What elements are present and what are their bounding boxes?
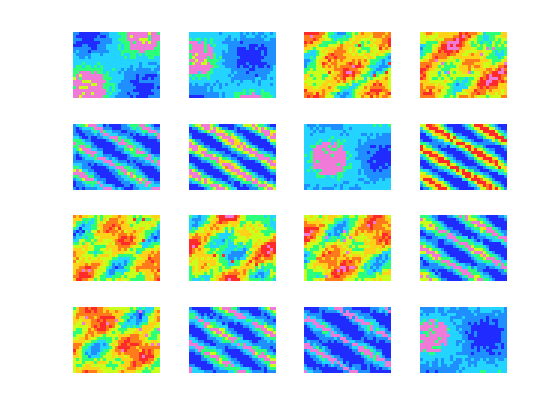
heatmap-panel-r2-c1: [73, 124, 160, 190]
heatmap-image: [304, 215, 391, 281]
heatmap-panel-r3-c2: [189, 215, 276, 281]
heatmap-panel-r3-c4: [420, 215, 507, 281]
heatmap-panel-r2-c3: [304, 124, 391, 190]
heatmap-image: [73, 124, 160, 190]
heatmap-image: [73, 32, 160, 98]
heatmap-image: [189, 124, 276, 190]
heatmap-image: [420, 307, 507, 373]
heatmap-panel-r4-c3: [304, 307, 391, 373]
heatmap-image: [304, 307, 391, 373]
heatmap-image: [304, 32, 391, 98]
heatmap-panel-r1-c4: [420, 32, 507, 98]
heatmap-image: [420, 124, 507, 190]
heatmap-image: [304, 124, 391, 190]
heatmap-image: [189, 215, 276, 281]
heatmap-panel-r3-c1: [73, 215, 160, 281]
heatmap-panel-r3-c3: [304, 215, 391, 281]
heatmap-image: [189, 307, 276, 373]
heatmap-panel-r4-c4: [420, 307, 507, 373]
heatmap-panel-r1-c2: [189, 32, 276, 98]
heatmap-panel-r2-c2: [189, 124, 276, 190]
heatmap-image: [420, 32, 507, 98]
heatmap-panel-r4-c2: [189, 307, 276, 373]
heatmap-panel-r2-c4: [420, 124, 507, 190]
heatmap-panel-r1-c3: [304, 32, 391, 98]
heatmap-panel-r4-c1: [73, 307, 160, 373]
heatmap-image: [73, 307, 160, 373]
heatmap-image: [189, 32, 276, 98]
heatmap-image: [420, 215, 507, 281]
heatmap-panel-r1-c1: [73, 32, 160, 98]
heatmap-image: [73, 215, 160, 281]
